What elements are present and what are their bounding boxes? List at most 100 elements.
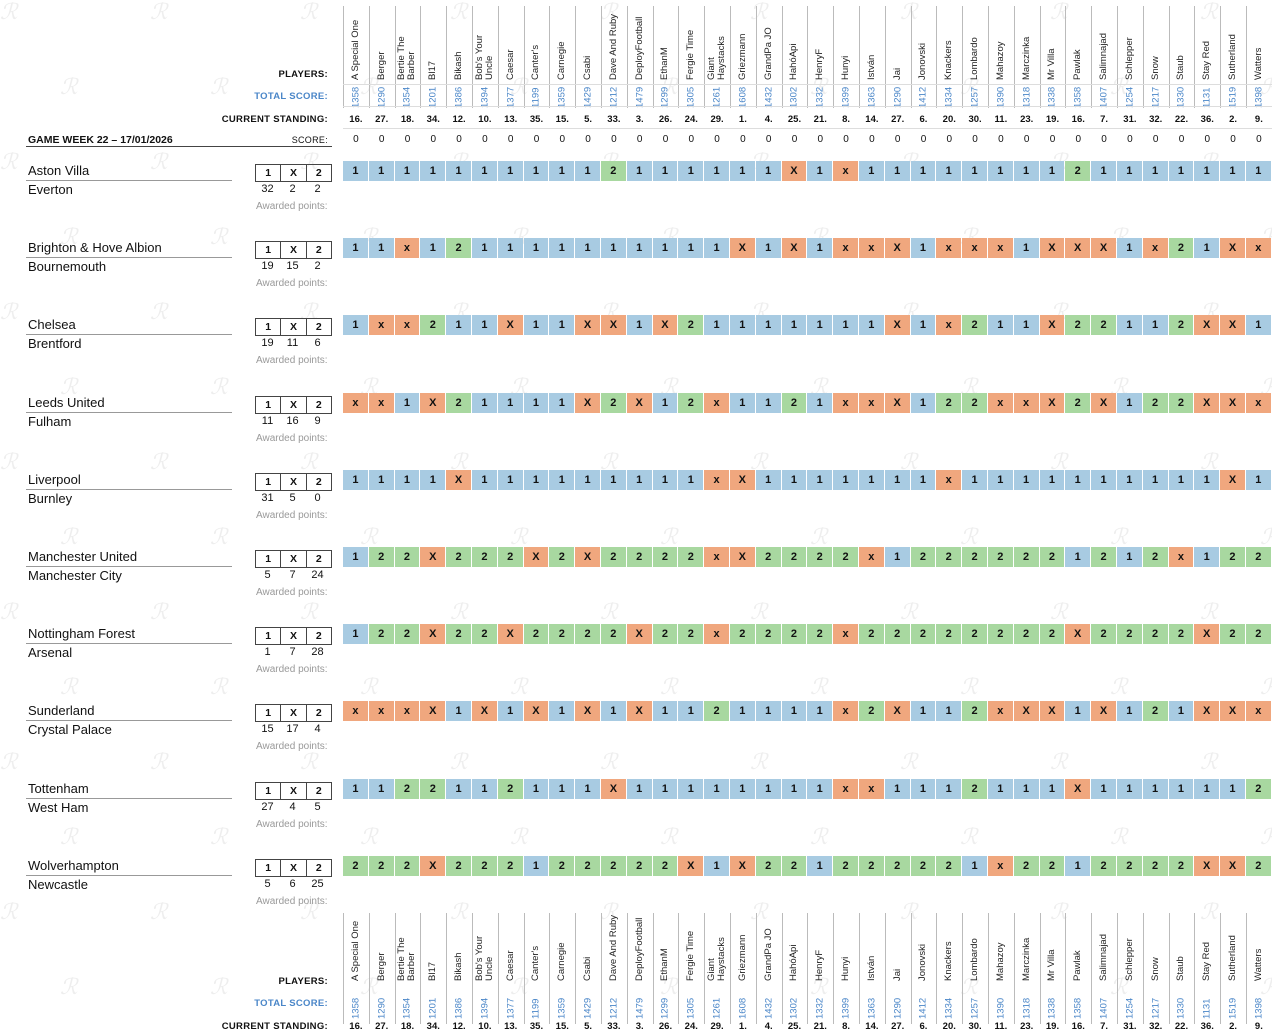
pick-cell: x <box>833 392 858 413</box>
pick-cell: 2 <box>781 624 807 645</box>
pick-cell: 1 <box>1168 778 1194 799</box>
pick-cell: x <box>987 855 1013 876</box>
awarded-points-label: Awarded points: <box>256 355 328 367</box>
watermark-pattern: ℛ <box>150 150 168 175</box>
standing-value: 15. <box>555 1021 569 1032</box>
pick-cell: 1 <box>910 238 936 259</box>
player-name: Bl17 <box>420 6 446 80</box>
player-name-text: Bertie The Barber <box>396 937 418 981</box>
pick-cell: 2 <box>936 547 962 567</box>
pick-cell: 1 <box>1142 778 1168 799</box>
team-divider <box>26 643 232 645</box>
player-column: Schlepper 1254 31. <box>1117 913 1143 1036</box>
pick-cell: X <box>420 624 446 645</box>
pick-cell: 1 <box>1194 161 1220 181</box>
pick-cell: 1 <box>987 315 1013 336</box>
pick-cell: 1 <box>1245 315 1271 336</box>
standing-value: 2. <box>1229 1021 1238 1032</box>
pick-cell: 1 <box>575 469 600 490</box>
pick-cell: 1 <box>807 161 833 181</box>
player-name-text: Carnegie <box>556 942 568 981</box>
pick-cell: 2 <box>471 547 497 567</box>
pick-cell: 2 <box>781 392 807 413</box>
pick-cell: x <box>394 238 420 259</box>
score-value: 0 <box>1049 134 1056 145</box>
player-name: Griezmann <box>730 913 756 981</box>
pick-cell: 1 <box>962 161 987 181</box>
column-divider <box>910 913 912 1024</box>
watermark-pattern: ℛ <box>1200 600 1218 625</box>
column-divider <box>626 6 628 108</box>
pick-cell: 1 <box>549 161 575 181</box>
pick-counts: 19 11 6 <box>255 337 330 349</box>
player-name-text: GrandPa JO <box>762 27 774 80</box>
column-divider <box>575 6 577 108</box>
pick-cell: 2 <box>962 315 987 336</box>
outcome-label: 1 <box>256 165 282 181</box>
pick-cell: X <box>1194 855 1220 876</box>
pick-cell: x <box>1168 547 1194 567</box>
pick-cell: 1 <box>729 315 755 336</box>
player-name: Jonovski <box>911 913 937 981</box>
column-divider <box>755 6 757 108</box>
pick-count: 11 <box>261 414 274 427</box>
total-score-value: 1386 <box>453 997 465 1019</box>
pick-cell: 1 <box>626 315 652 336</box>
total-score-value: 1359 <box>556 997 568 1019</box>
standing-value: 9. <box>1254 1021 1263 1032</box>
total-score-value: 1290 <box>892 997 904 1019</box>
player-name: Schlepper <box>1117 913 1143 981</box>
watermark-pattern: ℛ <box>960 825 978 850</box>
watermark-pattern: ℛ <box>1050 750 1068 775</box>
pick-count: 0 <box>314 491 321 504</box>
pick-cell: 1 <box>807 701 833 722</box>
standing-value: 15. <box>555 114 569 125</box>
pick-cell: 2 <box>987 624 1013 645</box>
pick-cell: 1 <box>343 778 368 799</box>
pick-cell: 2 <box>1142 392 1168 413</box>
pick-cell: 1 <box>420 469 446 490</box>
pick-cell: 1 <box>729 701 755 722</box>
player-column: Snow 1217 32. <box>1142 913 1169 1036</box>
pick-cell: 1 <box>497 238 523 259</box>
column-divider <box>1013 6 1015 108</box>
pick-cell: x <box>936 238 962 259</box>
pick-cell: 1 <box>936 778 962 799</box>
pick-cell: 1 <box>343 469 368 490</box>
pick-cell: 2 <box>368 547 394 567</box>
pick-count: 2 <box>289 183 296 195</box>
watermark-pattern: ℛ <box>300 600 318 625</box>
standing-value: 1. <box>738 114 747 125</box>
pick-cell: 1 <box>652 469 678 490</box>
pick-cell: 1 <box>497 392 523 413</box>
player-column: Hunyi 1399 8. 0 <box>833 6 859 156</box>
pick-cell: 1 <box>858 315 884 336</box>
pick-cell: 2 <box>600 855 626 876</box>
total-score-value: 1254 <box>1124 997 1136 1019</box>
outcome-label: 2 <box>315 167 322 179</box>
watermark-pattern: ℛ <box>300 450 318 475</box>
pick-count: 15 <box>286 260 299 273</box>
column-divider <box>549 6 551 108</box>
player-columns-bottom: A Special One 1358 16. Berger 1290 27. Bertie … <box>343 913 1272 1036</box>
total-score-value: 1305 <box>685 86 697 108</box>
outcome-label: 2 <box>315 398 322 411</box>
player-column: HenryF 1332 21. 0 <box>807 6 833 156</box>
pick-cell: 2 <box>523 624 549 645</box>
player-name: Lombardo <box>962 6 988 80</box>
pick-cell: X <box>781 238 807 259</box>
pick-cell: 1 <box>807 778 833 799</box>
pick-cell: 1 <box>729 392 755 413</box>
watermark-pattern: ℛ <box>1050 600 1068 625</box>
pick-cell: X <box>575 547 600 567</box>
standing-value: 24. <box>684 114 698 125</box>
pick-cell: 1 <box>755 238 781 259</box>
player-name-text: HenryF <box>814 48 826 80</box>
awarded-points-label: Awarded points: <box>256 201 328 212</box>
standing-value: 6. <box>919 1021 928 1032</box>
pick-cell: 1 <box>626 778 652 799</box>
pick-cell: 1 <box>549 778 575 799</box>
player-name: Bob's Your Uncle <box>472 6 498 80</box>
